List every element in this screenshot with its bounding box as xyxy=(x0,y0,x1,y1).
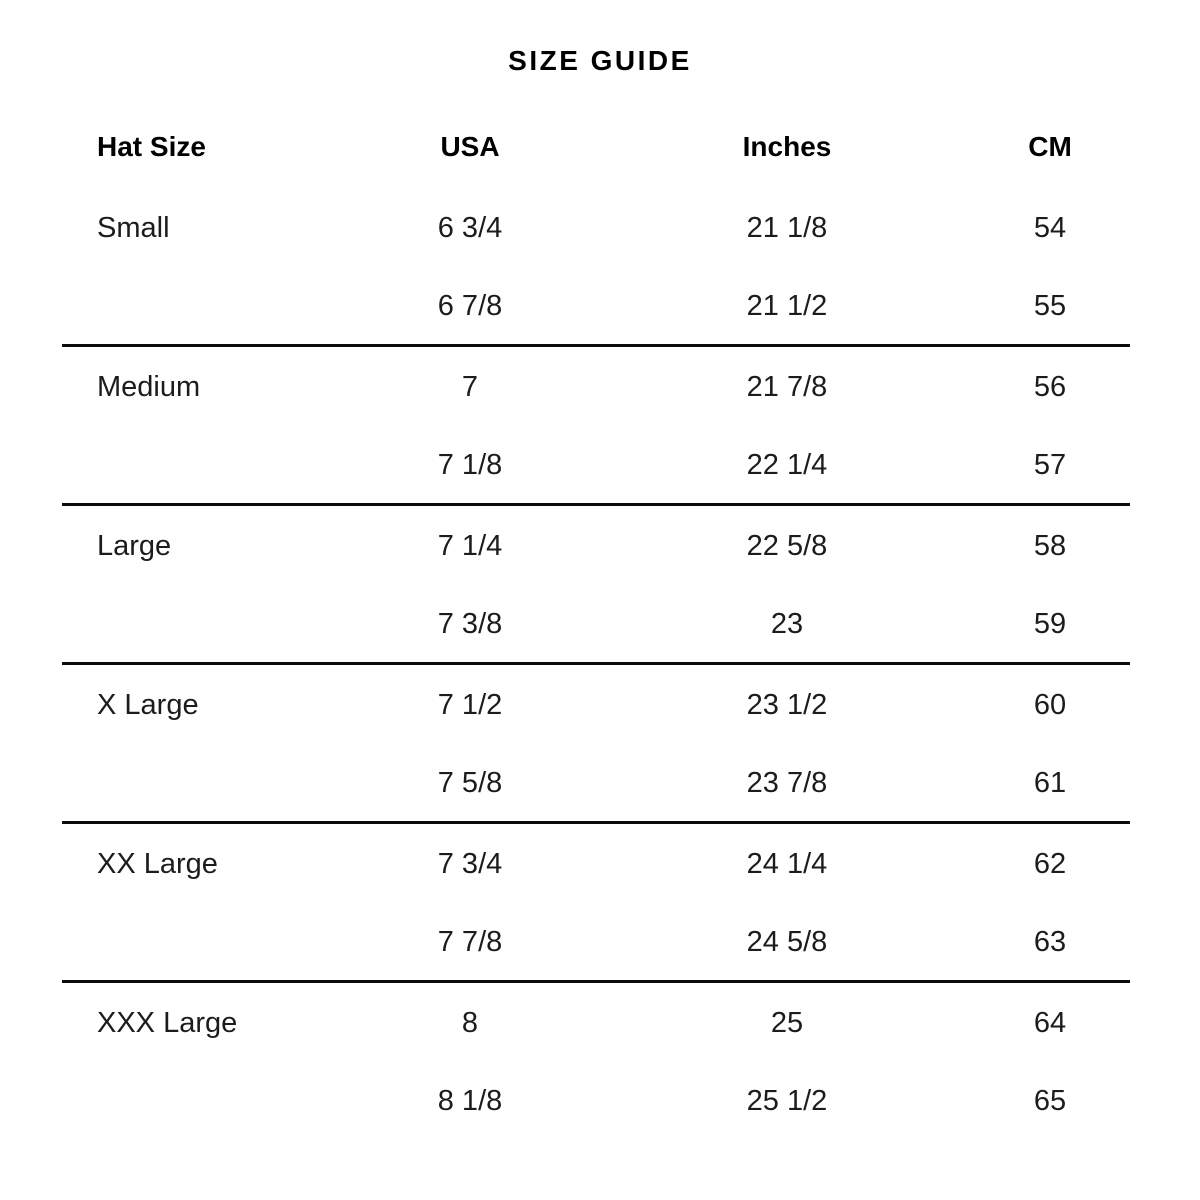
table-row: Small 6 3/4 21 1/8 54 xyxy=(62,208,1130,248)
inches-cell: 22 5/8 xyxy=(746,530,828,562)
usa-cell: 7 7/8 xyxy=(437,926,503,958)
cm-cell: 63 xyxy=(1033,926,1067,958)
cm-cell: 54 xyxy=(1033,212,1067,244)
size-group-xxx-large: XXX Large 8 25 64 8 1/8 25 1/2 65 xyxy=(62,1003,1130,1139)
cm-cell: 60 xyxy=(1033,689,1067,721)
table-row: XX Large 7 3/4 24 1/4 62 xyxy=(62,844,1130,884)
group-divider xyxy=(62,821,1130,824)
inches-cell: 25 xyxy=(770,1007,804,1039)
group-divider xyxy=(62,662,1130,665)
inches-cell: 22 1/4 xyxy=(746,449,828,481)
usa-cell: 7 3/8 xyxy=(437,608,503,640)
column-header-inches: Inches xyxy=(742,131,832,162)
hat-size-cell: XXX Large xyxy=(97,1007,238,1039)
size-group-small: Small 6 3/4 21 1/8 54 6 7/8 21 1/2 55 xyxy=(62,208,1130,344)
table-row: Large 7 1/4 22 5/8 58 xyxy=(62,526,1130,566)
cm-cell: 64 xyxy=(1033,1007,1067,1039)
usa-cell: 8 1/8 xyxy=(437,1085,503,1117)
usa-cell: 7 3/4 xyxy=(437,848,503,880)
group-divider xyxy=(62,503,1130,506)
inches-cell: 23 xyxy=(770,608,804,640)
group-divider xyxy=(62,980,1130,983)
table-row: X Large 7 1/2 23 1/2 60 xyxy=(62,685,1130,725)
size-group-large: Large 7 1/4 22 5/8 58 7 3/8 23 59 xyxy=(62,526,1130,662)
table-row: 6 7/8 21 1/2 55 xyxy=(62,286,1130,326)
table-row: 7 7/8 24 5/8 63 xyxy=(62,922,1130,962)
hat-size-cell: X Large xyxy=(97,689,199,721)
table-header-row: Hat Size USA Inches CM xyxy=(62,127,1130,167)
usa-cell: 7 xyxy=(461,371,479,403)
inches-cell: 24 1/4 xyxy=(746,848,828,880)
inches-cell: 21 7/8 xyxy=(746,371,828,403)
size-group-xx-large: XX Large 7 3/4 24 1/4 62 7 7/8 24 5/8 63 xyxy=(62,844,1130,980)
usa-cell: 6 3/4 xyxy=(437,212,503,244)
column-header-cm: CM xyxy=(1028,131,1072,162)
hat-size-cell: Large xyxy=(97,530,172,562)
inches-cell: 21 1/8 xyxy=(746,212,828,244)
usa-cell: 7 1/2 xyxy=(437,689,503,721)
hat-size-cell: Medium xyxy=(97,371,201,403)
usa-cell: 6 7/8 xyxy=(437,290,503,322)
cm-cell: 56 xyxy=(1033,371,1067,403)
inches-cell: 24 5/8 xyxy=(746,926,828,958)
column-header-usa: USA xyxy=(440,131,500,162)
page-title: SIZE GUIDE xyxy=(508,45,692,76)
hat-size-cell: XX Large xyxy=(97,848,218,880)
cm-cell: 61 xyxy=(1033,767,1067,799)
cm-cell: 59 xyxy=(1033,608,1067,640)
cm-cell: 58 xyxy=(1033,530,1067,562)
inches-cell: 25 1/2 xyxy=(746,1085,828,1117)
table-row: XXX Large 8 25 64 xyxy=(62,1003,1130,1043)
usa-cell: 8 xyxy=(461,1007,479,1039)
table-row: Medium 7 21 7/8 56 xyxy=(62,367,1130,407)
hat-size-cell: Small xyxy=(97,212,170,244)
column-header-hat-size: Hat Size xyxy=(97,131,206,162)
size-guide-table: Hat Size USA Inches CM Small 6 3/4 21 1/… xyxy=(62,127,1130,1139)
table-row: 8 1/8 25 1/2 65 xyxy=(62,1081,1130,1121)
usa-cell: 7 1/4 xyxy=(437,530,503,562)
cm-cell: 65 xyxy=(1033,1085,1067,1117)
table-row: 7 1/8 22 1/4 57 xyxy=(62,445,1130,485)
inches-cell: 23 7/8 xyxy=(746,767,828,799)
group-divider xyxy=(62,344,1130,347)
size-group-medium: Medium 7 21 7/8 56 7 1/8 22 1/4 57 xyxy=(62,367,1130,503)
cm-cell: 57 xyxy=(1033,449,1067,481)
inches-cell: 21 1/2 xyxy=(746,290,828,322)
inches-cell: 23 1/2 xyxy=(746,689,828,721)
table-row: 7 5/8 23 7/8 61 xyxy=(62,763,1130,803)
cm-cell: 55 xyxy=(1033,290,1067,322)
cm-cell: 62 xyxy=(1033,848,1067,880)
usa-cell: 7 5/8 xyxy=(437,767,503,799)
table-row: 7 3/8 23 59 xyxy=(62,604,1130,644)
size-group-x-large: X Large 7 1/2 23 1/2 60 7 5/8 23 7/8 61 xyxy=(62,685,1130,821)
usa-cell: 7 1/8 xyxy=(437,449,503,481)
